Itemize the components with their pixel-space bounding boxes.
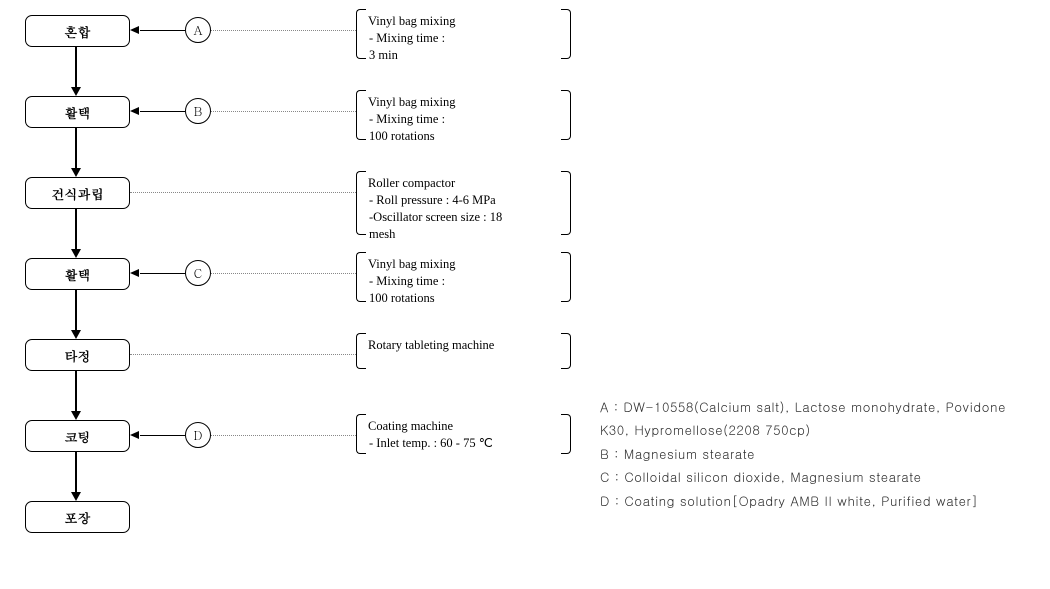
detail-title: Coating machine — [366, 418, 561, 435]
detail-box: Vinyl bag mixing- Mixing time : 3 min — [356, 9, 571, 59]
detail-box: Coating machine- Inlet temp. : 60 - 75 ℃ — [356, 414, 571, 454]
detail-box: Vinyl bag mixing- Mixing time : 100 rota… — [356, 252, 571, 302]
detail-line: 100 rotations — [366, 290, 561, 307]
detail-title: Vinyl bag mixing — [366, 13, 561, 30]
legend-line: B : Magnesium stearate — [600, 442, 1030, 465]
down-arrow — [75, 128, 77, 177]
detail-box: Rotary tableting machine — [356, 333, 571, 369]
bracket-left — [356, 414, 366, 454]
flow-step: 활택 B Vinyl bag mixing- Mixing time : 100 r… — [20, 96, 585, 177]
detail-title: Rotary tableting machine — [366, 337, 561, 354]
input-arrow — [130, 435, 185, 436]
down-arrow — [75, 452, 77, 501]
input-arrow — [130, 30, 185, 31]
dotted-connector — [130, 192, 356, 193]
flow-step: 코팅 D Coating machine- Inlet temp. : 60 - 7… — [20, 420, 585, 501]
legend-column: A : DW-10558(Calcium salt), Lactose mono… — [585, 15, 1030, 541]
flow-step: 포장 — [20, 501, 585, 541]
detail-title: Vinyl bag mixing — [366, 256, 561, 273]
dotted-connector — [130, 354, 356, 355]
flow-step: 타정 Rotary tableting machine — [20, 339, 585, 420]
bracket-left — [356, 90, 366, 140]
detail-line: - Mixing time : — [366, 273, 561, 290]
down-arrow — [75, 290, 77, 339]
detail-line: mesh — [366, 226, 561, 243]
step-box: 혼합 — [25, 15, 130, 47]
step-box: 타정 — [25, 339, 130, 371]
bracket-right — [561, 90, 571, 140]
bracket-left — [356, 9, 366, 59]
input-circle: A — [185, 17, 211, 43]
bracket-left — [356, 252, 366, 302]
detail-box: Roller compactor- Roll pressure : 4-6 MP… — [356, 171, 571, 235]
legend-line: A : DW-10558(Calcium salt), Lactose mono… — [600, 395, 1030, 442]
input-circle: C — [185, 260, 211, 286]
down-arrow — [75, 47, 77, 96]
step-box: 포장 — [25, 501, 130, 533]
detail-line: -Oscillator screen size : 18 — [366, 209, 561, 226]
detail-line: 3 min — [366, 47, 561, 64]
flowchart-column: 혼합AVinyl bag mixing- Mixing time : 3 min… — [20, 15, 585, 541]
bracket-left — [356, 333, 366, 369]
bracket-right — [561, 171, 571, 235]
input-circle: B — [185, 98, 211, 124]
flow-step: 활택 C Vinyl bag mixing- Mixing time : 100 r… — [20, 258, 585, 339]
down-arrow — [75, 371, 77, 420]
bracket-right — [561, 9, 571, 59]
detail-title: Vinyl bag mixing — [366, 94, 561, 111]
step-box: 활택 — [25, 258, 130, 290]
input-arrow — [130, 111, 185, 112]
step-box: 활택 — [25, 96, 130, 128]
input-circle: D — [185, 422, 211, 448]
dotted-connector — [211, 30, 356, 31]
bracket-left — [356, 171, 366, 235]
down-arrow — [75, 209, 77, 258]
step-box: 건식과립 — [25, 177, 130, 209]
dotted-connector — [211, 111, 356, 112]
flow-step: 건식과립 Roller compactor- Roll pressure : 4-… — [20, 177, 585, 258]
input-arrow — [130, 273, 185, 274]
detail-line: 100 rotations — [366, 128, 561, 145]
bracket-right — [561, 252, 571, 302]
dotted-connector — [211, 435, 356, 436]
legend-line: D : Coating solution[Opadry AMB II white… — [600, 489, 1030, 512]
step-box: 코팅 — [25, 420, 130, 452]
legend-line: C : Colloidal silicon dioxide, Magnesium… — [600, 465, 1030, 488]
flow-step: 혼합 A Vinyl bag mixing- Mixing time : 3 min — [20, 15, 585, 96]
detail-box: Vinyl bag mixing- Mixing time : 100 rota… — [356, 90, 571, 140]
detail-line: - Inlet temp. : 60 - 75 ℃ — [366, 435, 561, 452]
bracket-right — [561, 333, 571, 369]
dotted-connector — [211, 273, 356, 274]
detail-line: - Mixing time : — [366, 111, 561, 128]
diagram-container: 혼합AVinyl bag mixing- Mixing time : 3 min… — [20, 15, 1030, 541]
detail-title: Roller compactor — [366, 175, 561, 192]
bracket-right — [561, 414, 571, 454]
detail-line: - Mixing time : — [366, 30, 561, 47]
detail-line: - Roll pressure : 4-6 MPa — [366, 192, 561, 209]
